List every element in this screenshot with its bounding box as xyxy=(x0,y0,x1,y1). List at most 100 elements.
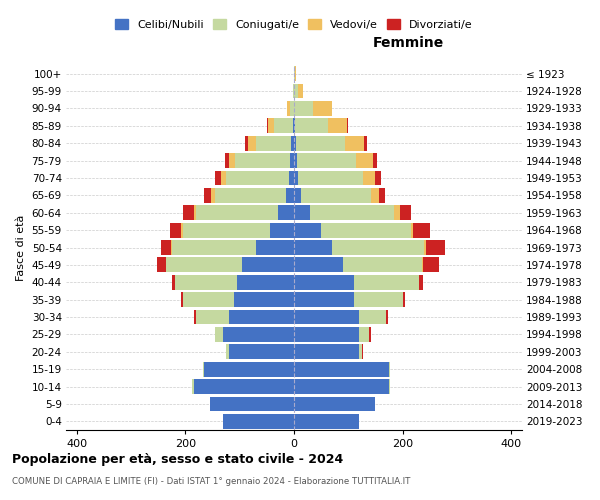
Text: Popolazione per età, sesso e stato civile - 2024: Popolazione per età, sesso e stato civil… xyxy=(12,452,343,466)
Bar xyxy=(235,153,290,168)
Legend: Celibi/Nubili, Coniugati/e, Vedovi/e, Divorziati/e: Celibi/Nubili, Coniugati/e, Vedovi/e, Di… xyxy=(115,20,473,30)
Bar xyxy=(183,206,194,220)
Bar xyxy=(181,222,183,238)
Bar xyxy=(183,222,269,238)
Bar xyxy=(215,170,221,186)
Bar xyxy=(278,206,294,220)
Bar xyxy=(373,153,377,168)
Bar xyxy=(400,206,411,220)
Bar xyxy=(296,136,345,150)
Bar xyxy=(413,222,430,238)
Bar xyxy=(403,292,405,307)
Bar xyxy=(172,240,256,255)
Bar xyxy=(274,118,293,133)
Bar xyxy=(291,136,294,150)
Bar xyxy=(181,292,183,307)
Bar xyxy=(293,84,294,98)
Bar xyxy=(229,344,294,359)
Bar xyxy=(223,327,294,342)
Bar xyxy=(294,414,359,428)
Bar xyxy=(248,136,256,150)
Bar xyxy=(294,170,298,186)
Bar xyxy=(193,379,194,394)
Bar xyxy=(170,222,181,238)
Bar xyxy=(379,188,385,202)
Y-axis label: Fasce di età: Fasce di età xyxy=(16,214,26,280)
Bar xyxy=(354,292,403,307)
Bar xyxy=(354,275,419,289)
Text: Femmine: Femmine xyxy=(373,36,443,51)
Bar xyxy=(389,362,390,376)
Bar xyxy=(369,327,371,342)
Bar xyxy=(237,275,294,289)
Bar xyxy=(171,240,172,255)
Bar xyxy=(205,362,294,376)
Bar xyxy=(295,118,328,133)
Bar xyxy=(268,118,274,133)
Bar xyxy=(389,379,390,394)
Bar xyxy=(294,153,297,168)
Bar xyxy=(294,379,389,394)
Bar xyxy=(294,292,354,307)
Bar xyxy=(226,170,289,186)
Bar xyxy=(196,206,278,220)
Bar xyxy=(298,84,302,98)
Bar xyxy=(215,327,223,342)
Bar xyxy=(256,240,294,255)
Bar xyxy=(234,292,294,307)
Bar xyxy=(328,118,347,133)
Bar xyxy=(411,222,413,238)
Bar xyxy=(183,292,234,307)
Bar xyxy=(294,101,313,116)
Bar xyxy=(294,310,359,324)
Bar xyxy=(294,240,332,255)
Bar xyxy=(161,240,171,255)
Bar xyxy=(294,84,298,98)
Bar xyxy=(221,170,226,186)
Bar xyxy=(294,344,359,359)
Bar xyxy=(371,188,379,202)
Bar xyxy=(422,258,439,272)
Bar xyxy=(313,101,332,116)
Bar xyxy=(194,379,294,394)
Bar xyxy=(359,310,386,324)
Bar xyxy=(242,258,294,272)
Bar xyxy=(256,136,291,150)
Bar xyxy=(224,153,229,168)
Bar xyxy=(287,101,290,116)
Bar xyxy=(269,222,294,238)
Bar xyxy=(166,258,242,272)
Bar xyxy=(295,66,296,81)
Bar xyxy=(394,206,400,220)
Bar xyxy=(293,118,294,133)
Bar xyxy=(294,275,354,289)
Bar xyxy=(172,275,175,289)
Bar xyxy=(386,310,388,324)
Bar xyxy=(294,362,389,376)
Bar xyxy=(345,136,364,150)
Bar xyxy=(343,258,422,272)
Bar xyxy=(157,258,166,272)
Bar xyxy=(294,396,376,411)
Bar xyxy=(294,66,295,81)
Bar xyxy=(294,222,321,238)
Text: COMUNE DI CAPRAIA E LIMITE (FI) - Dati ISTAT 1° gennaio 2024 - Elaborazione TUTT: COMUNE DI CAPRAIA E LIMITE (FI) - Dati I… xyxy=(12,478,410,486)
Bar xyxy=(203,362,205,376)
Bar xyxy=(376,170,381,186)
Bar xyxy=(223,414,294,428)
Bar xyxy=(301,188,371,202)
Bar xyxy=(290,153,294,168)
Bar xyxy=(321,222,411,238)
Bar xyxy=(426,240,445,255)
Bar xyxy=(359,327,369,342)
Bar xyxy=(229,310,294,324)
Bar xyxy=(359,344,362,359)
Bar xyxy=(298,170,364,186)
Bar xyxy=(229,153,235,168)
Bar xyxy=(196,310,229,324)
Bar xyxy=(310,206,394,220)
Bar xyxy=(364,136,367,150)
Bar xyxy=(356,153,373,168)
Bar xyxy=(194,206,196,220)
Bar xyxy=(424,240,426,255)
